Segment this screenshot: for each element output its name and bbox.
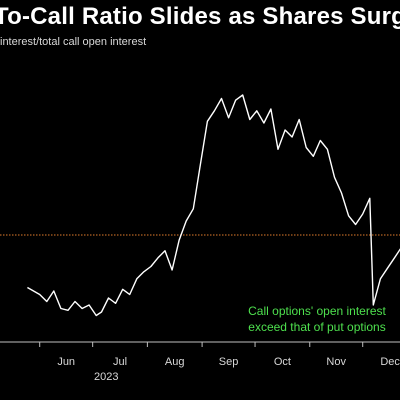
series-layer (27, 94, 400, 317)
x-tick-label: Aug (165, 356, 185, 368)
x-axis-ticks: JunJulAugSepOctNovDecJa (39, 342, 400, 368)
annotation-line-1: Call options' open interest (248, 304, 386, 318)
x-tick-label: Dec (380, 356, 400, 368)
annotation-line-2: exceed that of put options (248, 320, 385, 334)
chart-subtitle: interest/total call open interest (0, 36, 147, 48)
x-tick-label: Jul (113, 356, 127, 368)
x-tick-label: Sep (219, 356, 239, 368)
x-tick-label: Nov (326, 356, 346, 368)
chart-title: To-Call Ratio Slides as Shares Surge (0, 3, 400, 30)
x-tick-label: Jun (57, 356, 75, 368)
x-axis-year-label: 2023 (94, 371, 118, 383)
x-tick-label: Oct (274, 356, 291, 368)
series-line (27, 94, 400, 317)
